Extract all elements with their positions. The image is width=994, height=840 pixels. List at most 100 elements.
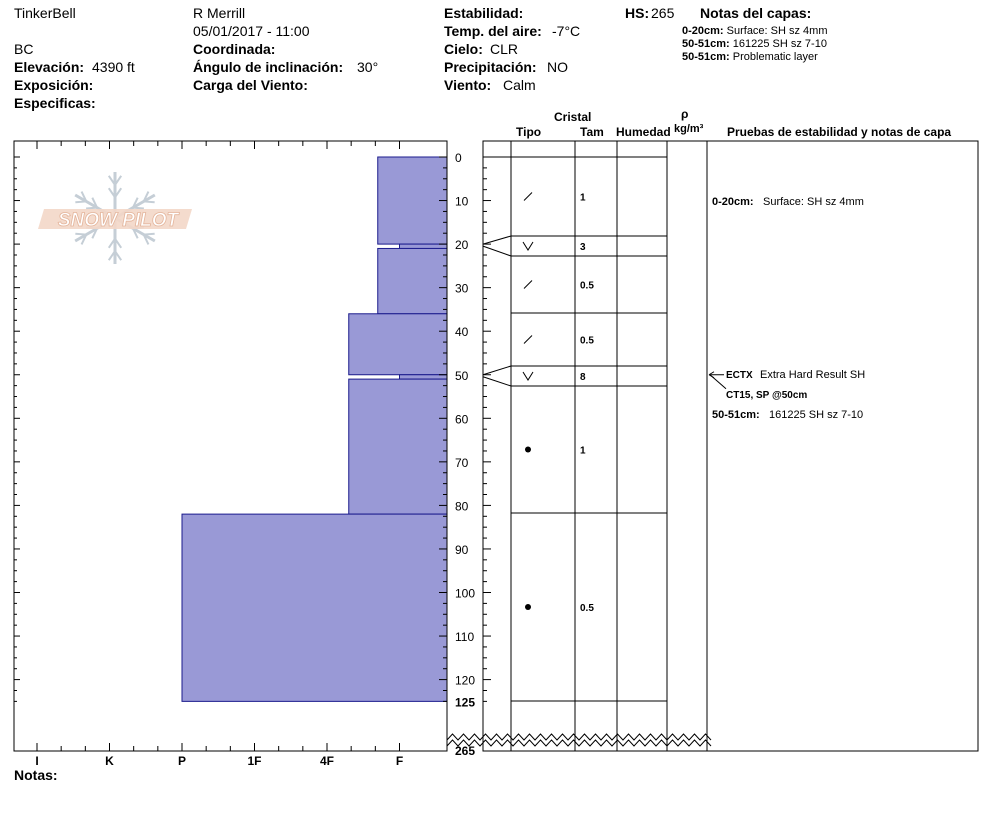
depth-label: 20 [455,238,469,252]
surface-hoar-icon [522,241,534,251]
snowflake-branch [80,234,88,245]
depth-label: 125 [455,695,475,709]
hardness-bar [377,247,448,315]
precip-value: NO [547,59,568,75]
logo-text: SNOW PILOT [58,210,180,231]
density-unit-header: kg/m³ [674,123,704,135]
snowflake-branch [107,175,116,186]
side-note-text: Surface: SH sz 4mm [763,196,864,208]
surface-hoar-icon [522,371,534,381]
observer: R Merrill [193,5,246,21]
grain-size: 1 [580,446,586,457]
snowflake-branch [80,191,88,202]
depth-label: 120 [455,674,475,688]
location: TinkerBell [14,5,76,21]
datetime: 05/01/2017 - 11:00 [193,23,310,39]
grain-size: 8 [580,372,586,383]
crystal-frame [482,140,979,752]
grain-size: 0.5 [580,603,594,614]
layer-note-3: 50-51cm: Problematic layer [682,51,818,64]
precip-particle-icon [523,192,533,201]
depth-label: 40 [455,325,469,339]
stability-label: Estabilidad: [444,5,524,21]
type-header: Tipo [516,125,542,139]
precip-particle-icon [523,280,533,289]
depth-label: 30 [455,282,469,296]
notes-label: Notas: [14,767,58,783]
crystal-header: Cristal [554,110,592,124]
depth-label: 80 [455,499,469,513]
layer-note-range: 50-51cm: [682,38,730,50]
rho-header: ρ [681,107,689,121]
hardness-label: 1F [247,754,261,768]
rounded-grain-icon [525,446,531,453]
layer-notes-title: Notas del capas: [700,5,812,21]
depth-label: 10 [455,195,469,209]
hardness-label: I [35,754,38,768]
wind-label: Viento: [444,77,492,93]
hs-label: HS: [625,5,650,21]
grain-size: 0.5 [580,336,594,347]
precip-particle-icon [523,335,533,344]
grain-size: 1 [580,193,586,204]
size-header: Tam [580,125,604,139]
snowflake-branch [143,232,155,236]
layer-note-range: 50-51cm: [682,51,730,63]
coord-label: Coordinada: [193,41,276,57]
precip-label: Precipitación: [444,59,537,75]
test-result: Extra Hard Result SH [760,369,865,381]
snowflake-branch [142,234,150,245]
hardness-label: K [105,754,114,768]
snowpilot-logo: SNOW PILOT [38,172,192,264]
hs-value: 265 [651,5,675,21]
snowflake-branch [91,227,98,239]
layer-connector [482,235,512,245]
test-code: ECTX [726,370,753,381]
axis-break [446,733,712,741]
hardness-axis: I K P 1F 4F F [35,141,403,768]
elevation-value: 4390 ft [92,59,135,75]
snowflake-branch [142,191,150,202]
depth-label: 50 [455,369,469,383]
snowflake-branch [114,175,123,186]
elevation-label: Elevación: [14,59,85,75]
layer-connector [482,365,512,376]
snowflake-branch [143,200,155,204]
stability-tests: 0-20cm: Surface: SH sz 4mm 50-51cm: 161225 … [708,196,865,421]
layer-note-1: 0-20cm: Surface: SH sz 4mm [682,25,828,38]
hardness-bars [181,156,448,702]
layer-connector [482,376,512,387]
depth-label: 0 [455,151,462,165]
hardness-bar [399,374,448,380]
air-temp-value: -7°C [552,23,581,39]
logo-banner [38,209,192,229]
hardness-bar [348,378,448,515]
rounded-grain-icon [525,604,531,610]
snowflake-branch [75,232,87,236]
wind-load-label: Carga del Viento: [193,77,308,93]
slope-label: Ángulo de inclinación: [193,59,344,75]
snowflake-branch [75,200,87,204]
snowflake-branch [114,238,123,249]
sky-label: Cielo: [444,41,483,57]
snowflake-branch [107,187,116,198]
wind-value: Calm [503,77,536,93]
snowflake-branch [132,197,139,209]
snowflake-branch [91,197,98,209]
axis-break [446,739,712,747]
depth-label: 70 [455,456,469,470]
layer-note-text: Surface: SH sz 4mm [726,25,828,37]
layer-note-2: 50-51cm: 161225 SH sz 7-10 [682,38,827,51]
hardness-label: F [396,754,403,768]
hardness-bar [181,513,448,702]
depth-label: 90 [455,543,469,557]
test-pointer [709,374,727,390]
layer-note-text: Problematic layer [732,51,818,63]
sky-value: CLR [490,41,519,57]
layer-connector [482,245,512,257]
snowflake-branch [107,238,116,249]
hardness-bar [399,243,448,249]
snowflake-branch [107,250,116,261]
slope-value: 30° [357,59,379,75]
